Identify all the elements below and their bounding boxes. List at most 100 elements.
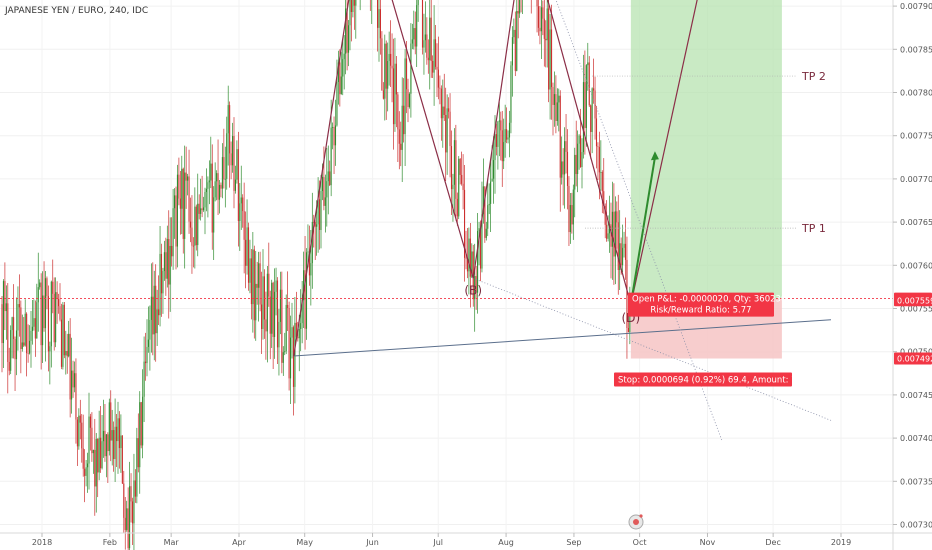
candle-body [201, 208, 203, 211]
candle-body [627, 327, 629, 333]
candle-body [175, 195, 177, 247]
candle-body [345, 8, 347, 54]
candle-body [498, 120, 500, 122]
candle-body [195, 206, 197, 246]
candle-body [500, 120, 502, 131]
candle-body [24, 313, 26, 346]
candle-body [545, 38, 547, 41]
candle-body [590, 105, 592, 132]
y-tick-label: 0.0073500 [900, 477, 932, 486]
candle-body [384, 43, 386, 99]
candle-body [413, 28, 415, 40]
candle-body [200, 208, 202, 214]
candle-body [333, 127, 335, 146]
candle-body [75, 373, 77, 420]
candle-body [327, 171, 329, 182]
candle-body [263, 276, 265, 320]
candle-body [340, 76, 342, 95]
time-axis[interactable]: 2018 Feb Mar Apr May Jun Jul Aug Sep Oct Nov Dec 201… [0, 532, 932, 547]
candle-body [329, 171, 331, 186]
price-tag [894, 352, 932, 365]
candle-body [614, 211, 616, 257]
candle-body [433, 39, 435, 73]
x-tick-label: Feb [103, 538, 117, 547]
candlestick-series [1, 0, 631, 550]
candle-body [597, 146, 599, 148]
candle-body [317, 199, 319, 225]
candle-body [443, 106, 445, 116]
x-tick-label: 2019 [831, 538, 851, 547]
candle-body [607, 233, 609, 239]
candle-body [446, 108, 448, 153]
candle-body [427, 57, 429, 61]
candle-body [548, 8, 550, 90]
candle-body [475, 276, 477, 293]
candle-body [439, 87, 441, 89]
candle-body [553, 94, 555, 105]
candle-body [108, 402, 110, 452]
candle-body [537, 6, 540, 28]
candle-body [348, 25, 350, 53]
candle-body [89, 416, 91, 428]
candle-body [145, 361, 147, 364]
candle-body [600, 172, 602, 173]
candle-body [98, 437, 100, 473]
tp-label: TP 2 [801, 70, 826, 83]
candle-body [342, 59, 344, 77]
candle-body [455, 140, 457, 199]
candle-body [400, 143, 402, 150]
candle-body [603, 191, 605, 206]
candle-body [397, 94, 399, 130]
x-tick-label: Sep [566, 538, 581, 547]
candle-body [542, 7, 544, 19]
candle-body [63, 304, 65, 356]
y-tick-label: 0.0078000 [900, 89, 932, 98]
candle-body [268, 273, 270, 297]
candle-body [266, 273, 268, 332]
candle-body [429, 17, 431, 61]
candle-body [269, 296, 271, 334]
candle-body [111, 430, 113, 441]
candle-body [382, 90, 384, 99]
candle-body [72, 370, 74, 388]
candle-body [620, 243, 622, 266]
candle-body [281, 289, 283, 363]
candle-body [346, 8, 348, 53]
price-axis[interactable]: 0.00820000.00815000.00810000.00805000.00… [892, 0, 932, 550]
candle-body [421, 0, 424, 48]
candle-body [120, 435, 122, 449]
candle-body [40, 282, 42, 346]
candle-body [314, 222, 316, 227]
candle-body [223, 157, 225, 180]
x-tick-label: Dec [765, 538, 780, 547]
x-tick-label: Mar [164, 538, 180, 547]
candle-body [66, 351, 68, 357]
candle-body [258, 263, 260, 288]
candle-body [131, 501, 134, 524]
candle-body [21, 342, 23, 349]
candle-body [105, 434, 107, 457]
candle-body [185, 172, 187, 181]
candle-body [403, 105, 405, 135]
candle-body [229, 105, 231, 154]
candle-body [36, 302, 38, 339]
candle-body [163, 252, 165, 272]
candle-body [507, 137, 509, 140]
candle-body [316, 224, 318, 227]
candle-body [626, 259, 628, 328]
pnl-info-text: Open P&L: -0.0000020, Qty: 3602305 [632, 295, 792, 305]
candle-body [50, 281, 52, 347]
candle-body [84, 468, 86, 476]
grid-lines [0, 0, 893, 533]
candle-body [60, 319, 62, 367]
candle-body [555, 94, 557, 122]
candle-body [303, 270, 305, 301]
candle-body [236, 149, 238, 180]
candle-body [121, 435, 123, 484]
candle-body [82, 448, 84, 469]
candle-body [459, 158, 461, 175]
candle-body [623, 243, 625, 248]
candle-body [465, 257, 467, 259]
x-tick-label: May [296, 538, 313, 547]
